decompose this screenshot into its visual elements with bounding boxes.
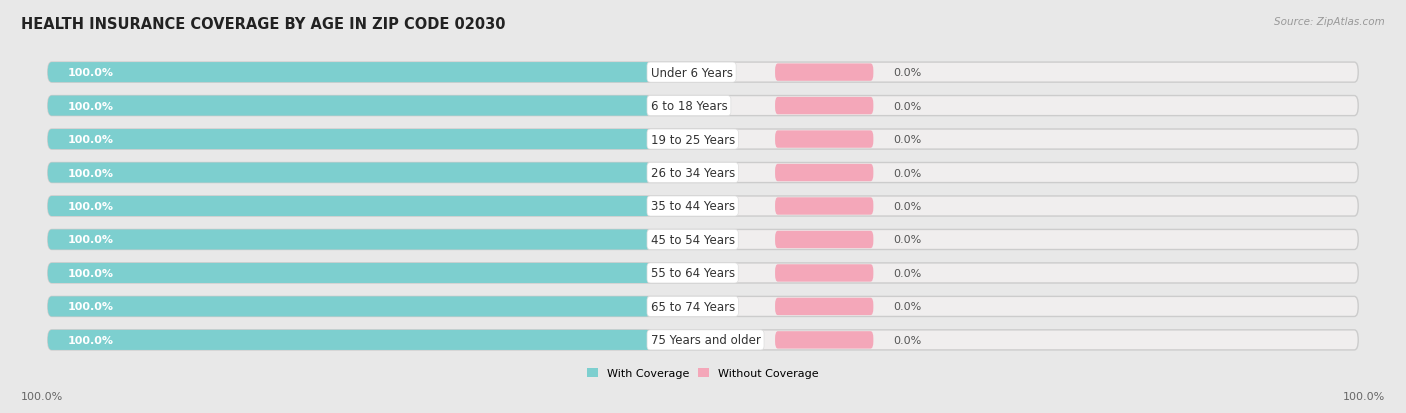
Text: 100.0%: 100.0% <box>67 101 114 112</box>
FancyBboxPatch shape <box>48 163 1358 183</box>
Text: 0.0%: 0.0% <box>893 135 921 145</box>
FancyBboxPatch shape <box>48 163 651 183</box>
FancyBboxPatch shape <box>775 265 873 282</box>
FancyBboxPatch shape <box>775 331 873 349</box>
FancyBboxPatch shape <box>48 230 1358 250</box>
FancyBboxPatch shape <box>48 96 1358 116</box>
FancyBboxPatch shape <box>48 130 1358 150</box>
Text: 0.0%: 0.0% <box>893 168 921 178</box>
Text: 0.0%: 0.0% <box>893 235 921 245</box>
FancyBboxPatch shape <box>48 197 651 216</box>
Text: 100.0%: 100.0% <box>67 135 114 145</box>
FancyBboxPatch shape <box>48 297 1358 317</box>
Text: 26 to 34 Years: 26 to 34 Years <box>651 166 735 180</box>
Text: 45 to 54 Years: 45 to 54 Years <box>651 233 735 247</box>
FancyBboxPatch shape <box>48 263 1358 283</box>
Text: 100.0%: 100.0% <box>67 68 114 78</box>
Text: 100.0%: 100.0% <box>21 391 63 401</box>
Text: 0.0%: 0.0% <box>893 301 921 312</box>
Text: 100.0%: 100.0% <box>67 202 114 211</box>
Text: 0.0%: 0.0% <box>893 202 921 211</box>
FancyBboxPatch shape <box>48 297 651 317</box>
FancyBboxPatch shape <box>48 230 651 250</box>
Text: 75 Years and older: 75 Years and older <box>651 334 761 347</box>
Legend: With Coverage, Without Coverage: With Coverage, Without Coverage <box>582 364 824 383</box>
FancyBboxPatch shape <box>48 330 651 350</box>
FancyBboxPatch shape <box>48 96 651 116</box>
Text: HEALTH INSURANCE COVERAGE BY AGE IN ZIP CODE 02030: HEALTH INSURANCE COVERAGE BY AGE IN ZIP … <box>21 17 506 31</box>
Text: 55 to 64 Years: 55 to 64 Years <box>651 267 735 280</box>
Text: 0.0%: 0.0% <box>893 101 921 112</box>
Text: 6 to 18 Years: 6 to 18 Years <box>651 100 727 113</box>
Text: 100.0%: 100.0% <box>67 301 114 312</box>
Text: Source: ZipAtlas.com: Source: ZipAtlas.com <box>1274 17 1385 26</box>
Text: Under 6 Years: Under 6 Years <box>651 66 733 79</box>
FancyBboxPatch shape <box>48 130 651 150</box>
Text: 100.0%: 100.0% <box>1343 391 1385 401</box>
Text: 19 to 25 Years: 19 to 25 Years <box>651 133 735 146</box>
Text: 0.0%: 0.0% <box>893 268 921 278</box>
FancyBboxPatch shape <box>48 63 1358 83</box>
Text: 100.0%: 100.0% <box>67 168 114 178</box>
FancyBboxPatch shape <box>48 330 1358 350</box>
Text: 35 to 44 Years: 35 to 44 Years <box>651 200 735 213</box>
FancyBboxPatch shape <box>48 197 1358 216</box>
Text: 0.0%: 0.0% <box>893 335 921 345</box>
FancyBboxPatch shape <box>775 231 873 249</box>
FancyBboxPatch shape <box>775 164 873 182</box>
FancyBboxPatch shape <box>775 64 873 82</box>
Text: 100.0%: 100.0% <box>67 335 114 345</box>
Text: 65 to 74 Years: 65 to 74 Years <box>651 300 735 313</box>
FancyBboxPatch shape <box>775 97 873 115</box>
FancyBboxPatch shape <box>775 131 873 148</box>
Text: 100.0%: 100.0% <box>67 235 114 245</box>
FancyBboxPatch shape <box>48 63 651 83</box>
Text: 100.0%: 100.0% <box>67 268 114 278</box>
FancyBboxPatch shape <box>775 298 873 316</box>
FancyBboxPatch shape <box>48 263 651 283</box>
FancyBboxPatch shape <box>775 198 873 215</box>
Text: 0.0%: 0.0% <box>893 68 921 78</box>
